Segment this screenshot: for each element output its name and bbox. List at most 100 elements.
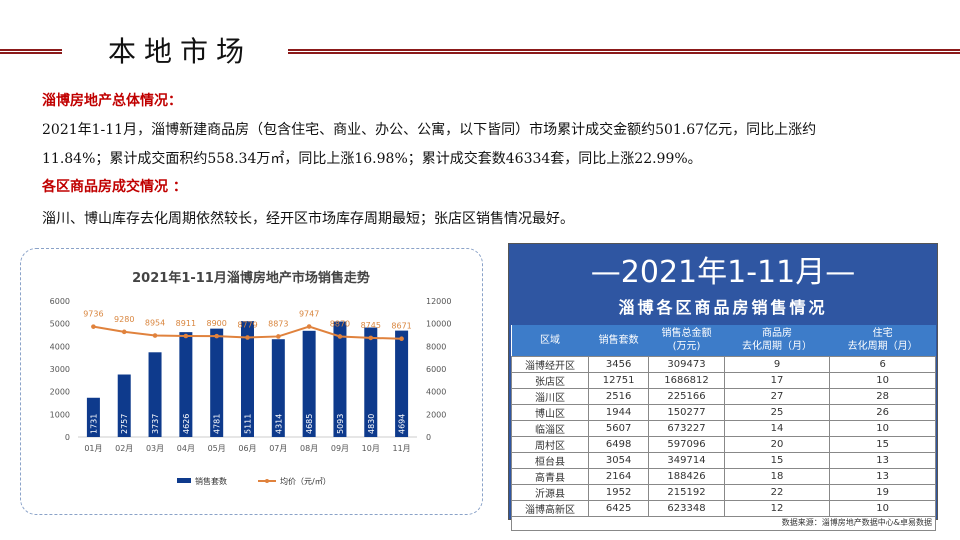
right-tick-label: 4000 (426, 388, 446, 397)
right-tick-label: 6000 (426, 365, 446, 374)
table-cell: 27 (723, 387, 831, 405)
bar (86, 397, 100, 437)
table-cell: 26 (829, 403, 936, 421)
table-cell: 215192 (648, 483, 725, 501)
bar-value-label: 4830 (367, 414, 376, 434)
right-tick-label: 12000 (426, 297, 451, 306)
title-rule-right (288, 49, 960, 54)
x-tick-label: 07月 (269, 444, 287, 453)
price-value-label: 8745 (361, 321, 381, 330)
table-cell: 225166 (648, 387, 725, 405)
table-row: 淄川区 2516 225166 27 28 (511, 387, 936, 405)
bar-value-label: 4781 (213, 414, 222, 434)
page-title: 本地市场 (108, 35, 253, 68)
districts-summary: 淄川、博山库存去化周期依然较长，经开区市场库存周期最短；张店区销售情况最好。 (42, 211, 574, 227)
left-tick-label: 0 (65, 433, 70, 442)
price-point (399, 336, 404, 342)
right-tick-label: 10000 (426, 320, 451, 329)
table-cell: 15 (829, 435, 936, 453)
column-header: 销售总金额 (万元) (648, 325, 725, 356)
table-cell: 14 (723, 419, 831, 437)
bar-value-label: 3737 (151, 414, 160, 434)
table-cell: 桓台县 (511, 451, 589, 469)
header-row: 区域 销售套数 销售总金额 (万元) 商品房 去化周期（月） 住宅 去化周期（月） (511, 325, 936, 356)
table-cell: 19 (829, 483, 936, 501)
table-cell: 2516 (587, 387, 650, 405)
x-tick-label: 06月 (238, 444, 256, 453)
table-row: 周村区 6498 597096 20 15 (511, 435, 936, 453)
table-cell: 25 (723, 403, 831, 421)
table-cell: 10 (829, 419, 936, 437)
table-cell: 10 (829, 499, 936, 517)
table-cell: 22 (723, 483, 831, 501)
bar (241, 321, 254, 437)
table-cell: 597096 (648, 435, 725, 453)
price-point (306, 324, 312, 329)
bar (271, 339, 285, 437)
column-header: 销售套数 (588, 325, 649, 356)
bar-value-label: 1731 (89, 414, 98, 434)
x-tick-label: 11月 (392, 444, 410, 453)
table-cell: 沂源县 (511, 483, 589, 501)
legend-line-label: 均价（元/㎡） (280, 476, 331, 486)
table-cell: 673227 (648, 419, 725, 437)
table-cell: 17 (723, 371, 831, 389)
price-value-label: 8873 (268, 319, 288, 328)
bar (333, 321, 347, 437)
price-point (337, 334, 343, 339)
table-row: 沂源县 1952 215192 22 19 (511, 483, 936, 501)
overview-heading: 淄博房地产总体情况： (42, 93, 182, 109)
table-cell: 5607 (587, 419, 650, 437)
price-point (152, 333, 158, 338)
table-cell: 12 (723, 499, 831, 517)
legend-bar-label: 销售套数 (195, 476, 227, 486)
table-cell: 188426 (648, 467, 725, 485)
table-row: 高青县 2164 188426 18 13 (511, 467, 936, 485)
table-cell: 150277 (648, 403, 725, 421)
table-cell: 博山区 (511, 403, 589, 421)
table-cell: 349714 (648, 451, 725, 469)
panel-title: —2021年1-11月— (590, 255, 856, 290)
legend-line-marker (265, 479, 269, 483)
table-row: 淄博高新区 6425 623348 12 10 (511, 499, 936, 517)
column-header: 住宅 去化周期（月） (829, 325, 936, 356)
left-tick-label: 1000 (50, 410, 70, 419)
bar-value-label: 2757 (120, 414, 129, 434)
table-cell: 13 (829, 451, 936, 469)
table-cell: 28 (829, 387, 936, 405)
bar-value-label: 4626 (182, 414, 191, 434)
left-tick-label: 6000 (50, 297, 70, 306)
table-cell: 10 (829, 371, 936, 389)
table-cell: 3054 (587, 451, 650, 469)
column-header: 区域 (511, 325, 589, 356)
bar (117, 374, 131, 437)
table-cell: 6425 (587, 499, 650, 517)
price-value-label: 8779 (237, 321, 257, 330)
table-cell: 309473 (648, 355, 725, 373)
table-cell: 6 (829, 355, 936, 373)
bar-value-label: 5111 (244, 414, 253, 434)
legend-bar-swatch (177, 478, 191, 483)
overview-line-1: 2021年1-11月，淄博新建商品房（包含住宅、商业、办公、公寓，以下皆同）市场… (42, 122, 817, 138)
x-tick-label: 02月 (115, 444, 133, 453)
table-cell: 淄川区 (511, 387, 589, 405)
price-point (121, 329, 127, 335)
table-cell: 3456 (587, 355, 650, 373)
bar-value-label: 4314 (274, 414, 283, 434)
left-tick-label: 2000 (50, 388, 70, 397)
x-tick-label: 04月 (177, 444, 195, 453)
district-sales-panel: —2021年1-11月— 淄博各区商品房销售情况 区域 销售套数 销售总金额 (万元… (508, 243, 938, 531)
table-cell: 6498 (587, 435, 650, 453)
x-tick-label: 09月 (331, 444, 349, 453)
right-tick-label: 8000 (426, 342, 446, 351)
overview-line-2: 11.84%；累计成交面积约558.34万㎡，同比上涨16.98%；累计成交套数… (42, 151, 702, 167)
data-source: 数据来源：淄博房地产数据中心&卓易数据 (781, 517, 932, 527)
table-row: 桓台县 3054 349714 15 13 (511, 451, 936, 469)
chart-title: 2021年1-11月淄博房地产市场销售走势 (132, 270, 370, 286)
title-rule-left (0, 49, 62, 54)
price-point (214, 333, 219, 339)
price-value-label: 8911 (176, 319, 196, 328)
price-value-label: 8870 (330, 319, 350, 328)
price-value-label: 9736 (83, 310, 103, 319)
bar (302, 330, 316, 437)
